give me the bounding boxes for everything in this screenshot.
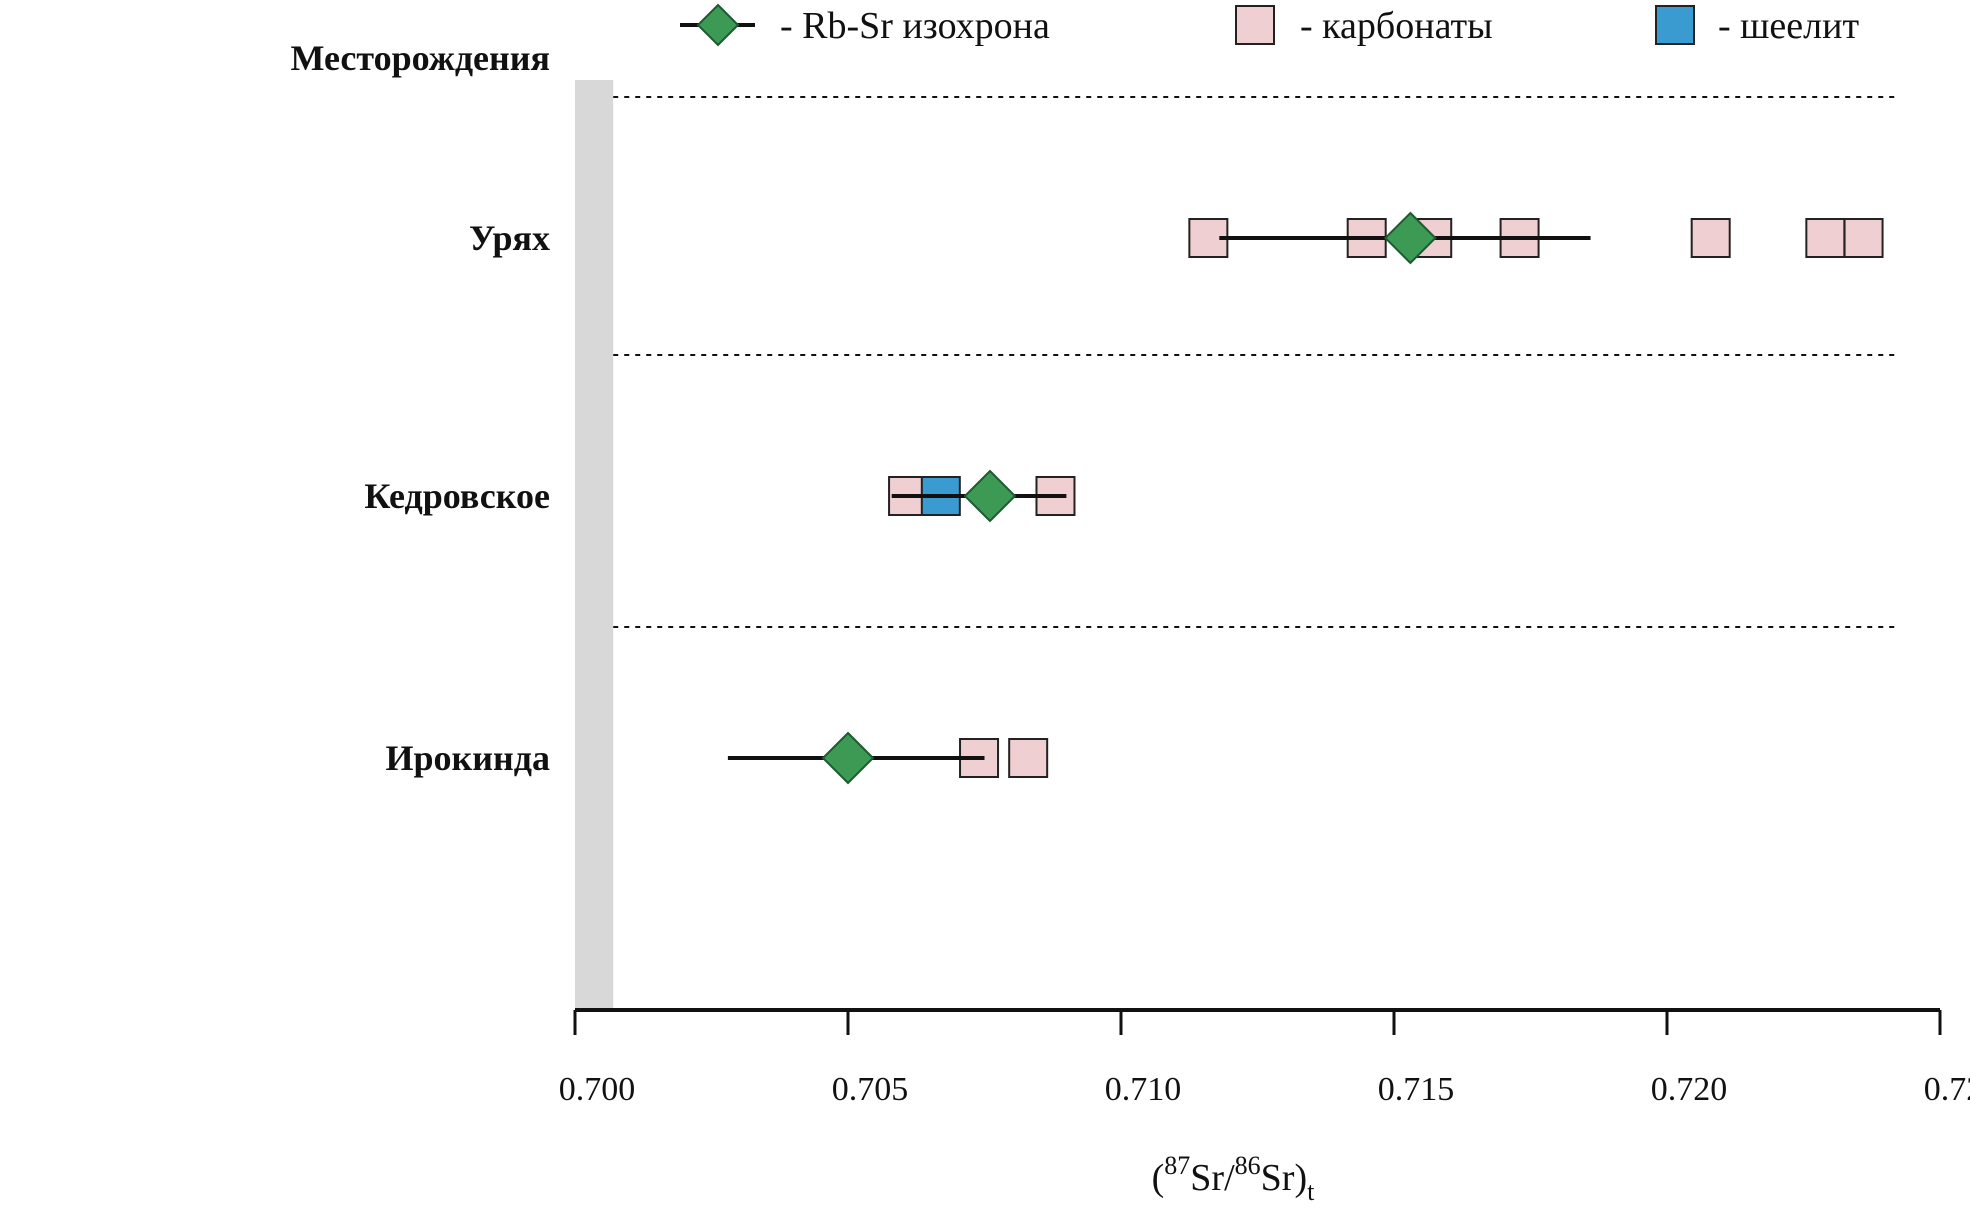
isochron-point (821, 731, 875, 785)
legend-isochron-icon (696, 3, 740, 47)
x-tick-label: 0.700 (559, 1071, 636, 1108)
x-tick-label: 0.715 (1378, 1071, 1455, 1108)
category-label: Уряx (469, 218, 550, 258)
legend-scheelite-icon (1655, 5, 1695, 45)
x-axis-label-sub: t (1307, 1177, 1315, 1206)
x-axis-label-iso2: 86 (1235, 1151, 1261, 1180)
x-tick-label: 0.705 (832, 1071, 909, 1108)
baseline-band (575, 80, 614, 1010)
category-axis-title: Месторождения (291, 38, 551, 78)
x-axis-label: (87Sr/86Sr)t (1152, 1151, 1315, 1206)
data-marks (727, 211, 1884, 785)
x-axis-label-sr1: Sr/ (1190, 1157, 1235, 1199)
carbonate-point (1690, 218, 1731, 258)
isochron-point (963, 469, 1017, 523)
carbonate-point (1008, 738, 1049, 778)
legend-label-scheelite: - шеелит (1718, 5, 1859, 47)
legend-label-carbonate: - карбонаты (1300, 5, 1493, 47)
isochron-point (1383, 211, 1437, 265)
x-tick-label: 0.725 (1924, 1071, 1970, 1108)
x-axis-label-open: ( (1152, 1157, 1165, 1199)
x-axis-label-sr2: Sr) (1261, 1157, 1307, 1199)
separators (613, 96, 1900, 628)
legend-carbonate-icon (1235, 5, 1275, 45)
x-axis-label-iso1: 87 (1164, 1151, 1190, 1180)
legend: - Rb-Sr изохрона - карбонаты - шеелит (680, 3, 1859, 47)
category-labels: Уряx Кедровское Ирокинда (364, 218, 550, 778)
x-tick-label: 0.710 (1105, 1071, 1182, 1108)
carbonate-point (1843, 218, 1884, 258)
category-label: Кедровское (364, 476, 550, 516)
carbonate-point (1805, 218, 1846, 258)
x-axis: 0.700 0.705 0.710 0.715 0.720 0.725 (559, 1008, 1970, 1108)
legend-label-isochron: - Rb-Sr изохрона (780, 5, 1050, 47)
x-tick-label: 0.720 (1651, 1071, 1728, 1108)
category-label: Ирокинда (386, 738, 550, 778)
